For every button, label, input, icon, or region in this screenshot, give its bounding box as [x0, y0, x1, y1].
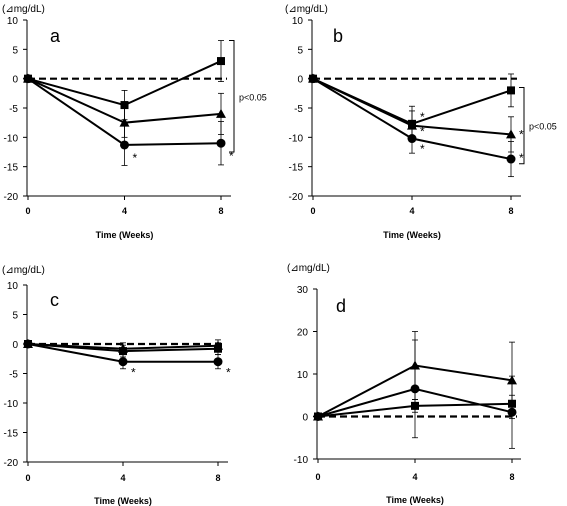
panel-b-series-square-point	[507, 86, 515, 95]
panel-d-y-tick-label: 0	[302, 413, 308, 424]
panel-c-x-tick-label: 4	[120, 473, 125, 483]
panel-c-series-circle-point	[118, 357, 128, 367]
panel-c-y-tick-label: -5	[9, 370, 18, 381]
panel-b-y-tick-label: -5	[294, 104, 303, 115]
panel-a-y-unit-label: (⊿mg/dL)	[2, 4, 45, 15]
panel-b-y-tick-label: -10	[289, 133, 304, 144]
panel-c-y-tick-label: 0	[12, 340, 18, 351]
panel-a-y-tick-label: -10	[4, 133, 19, 144]
panel-d-series-square-point	[314, 412, 322, 421]
panel-c-panel-label: c	[50, 290, 59, 310]
panel-c-series-circle-point	[23, 339, 33, 349]
panel-c-y-tick-label: -15	[4, 429, 19, 440]
panel-b-panel-label: b	[333, 26, 343, 46]
panel-a-y-tick-label: 0	[12, 75, 18, 86]
panel-c-y-tick-label: -20	[4, 458, 19, 469]
panel-d-y-unit-label: (⊿mg/dL)	[287, 263, 330, 274]
panel-a-series-square-point	[120, 101, 129, 110]
panel-b-significance-bracket	[519, 86, 525, 165]
panel-a-y-tick-label: -15	[4, 163, 19, 174]
panel-b-y-tick-label: -15	[289, 163, 304, 174]
panel-b-y-unit-label: (⊿mg/dL)	[285, 4, 328, 15]
panel-b-bracket-label: p<0.05	[529, 122, 557, 132]
panel-b-x-axis-label: Time (Weeks)	[383, 230, 441, 240]
panel-a-series-circle-point	[216, 138, 226, 148]
panel-b-significance-mark: *	[519, 127, 524, 141]
panel-b-series-circle-point	[407, 134, 417, 144]
panel-d-x-axis-label: Time (Weeks)	[386, 495, 444, 505]
panel-d-x-tick-label: 4	[412, 472, 417, 482]
panel-b-x-tick-label: 8	[508, 206, 513, 216]
panel-b-significance-mark: *	[519, 151, 524, 165]
panel-c-x-tick-label: 8	[215, 473, 220, 483]
panel-a-x-tick-label: 8	[218, 206, 223, 216]
panel-a-panel-label: a	[50, 26, 61, 46]
panel-d-series-circle-point	[410, 384, 420, 394]
panel-c-y-tick-label: 5	[12, 311, 18, 322]
panel-c-y-tick-label: -10	[4, 399, 19, 410]
panel-d-y-tick-label: 30	[297, 285, 309, 296]
panel-b-series-circle-point	[308, 74, 318, 84]
panel-d-x-tick-label: 0	[315, 472, 320, 482]
panel-a-y-tick-label: -5	[9, 104, 18, 115]
panel-c-y-tick-label: 10	[7, 281, 19, 292]
panel-a-y-tick-label: -20	[4, 192, 19, 203]
panel-b-series-circle-point	[506, 154, 516, 164]
panel-c-series-triangle-point	[118, 343, 128, 353]
panel-a-bracket-label: p<0.05	[239, 92, 267, 102]
panel-b-significance-mark: *	[420, 124, 425, 138]
panel-b-y-tick-label: 5	[297, 45, 303, 56]
panel-a-significance-bracket	[229, 40, 235, 153]
panel-b-significance-mark: *	[420, 110, 425, 124]
panel-a-x-tick-label: 0	[25, 206, 30, 216]
panel-d-panel-label: d	[336, 296, 346, 316]
panel-c-significance-mark: *	[226, 365, 231, 379]
panel-b-x-tick-label: 0	[310, 206, 315, 216]
panel-b-y-tick-label: 10	[292, 16, 304, 27]
panel-b-y-tick-label: 0	[297, 75, 303, 86]
panel-d-y-tick-label: -10	[294, 455, 309, 466]
panel-a-significance-mark: *	[133, 151, 138, 165]
panel-a-series-square-point	[217, 57, 225, 66]
panel-a-x-axis-label: Time (Weeks)	[96, 230, 154, 240]
panel-b-series-triangle-point	[506, 129, 516, 139]
panel-c-y-unit-label: (⊿mg/dL)	[2, 265, 45, 276]
panel-a-y-tick-label: 5	[12, 45, 18, 56]
panel-b-significance-mark: *	[420, 142, 425, 156]
panel-c-series-triangle-point	[213, 340, 223, 350]
panel-a-x-tick-label: 4	[122, 206, 127, 216]
panel-a-y-tick-label: 10	[7, 16, 19, 27]
panel-a-series-circle-point	[120, 140, 129, 150]
panel-c-x-axis-label: Time (Weeks)	[94, 496, 152, 506]
panel-b-y-tick-label: -20	[289, 192, 304, 203]
panel-d-y-tick-label: 10	[297, 370, 309, 381]
panel-a-significance-mark: *	[229, 149, 234, 163]
panel-d-y-tick-label: 20	[297, 328, 309, 339]
panel-d-series-square-point	[411, 401, 419, 410]
panel-a-series-triangle-point	[216, 108, 226, 118]
panel-c-x-tick-label: 0	[25, 473, 30, 483]
panel-c-series-circle-point	[213, 357, 223, 367]
panel-a-series-circle-point	[23, 74, 33, 84]
panel-d-series-square-point	[508, 399, 516, 408]
panel-c-significance-mark: *	[131, 365, 136, 379]
panel-d-x-tick-label: 8	[509, 472, 514, 482]
panel-b-x-tick-label: 4	[409, 206, 414, 216]
